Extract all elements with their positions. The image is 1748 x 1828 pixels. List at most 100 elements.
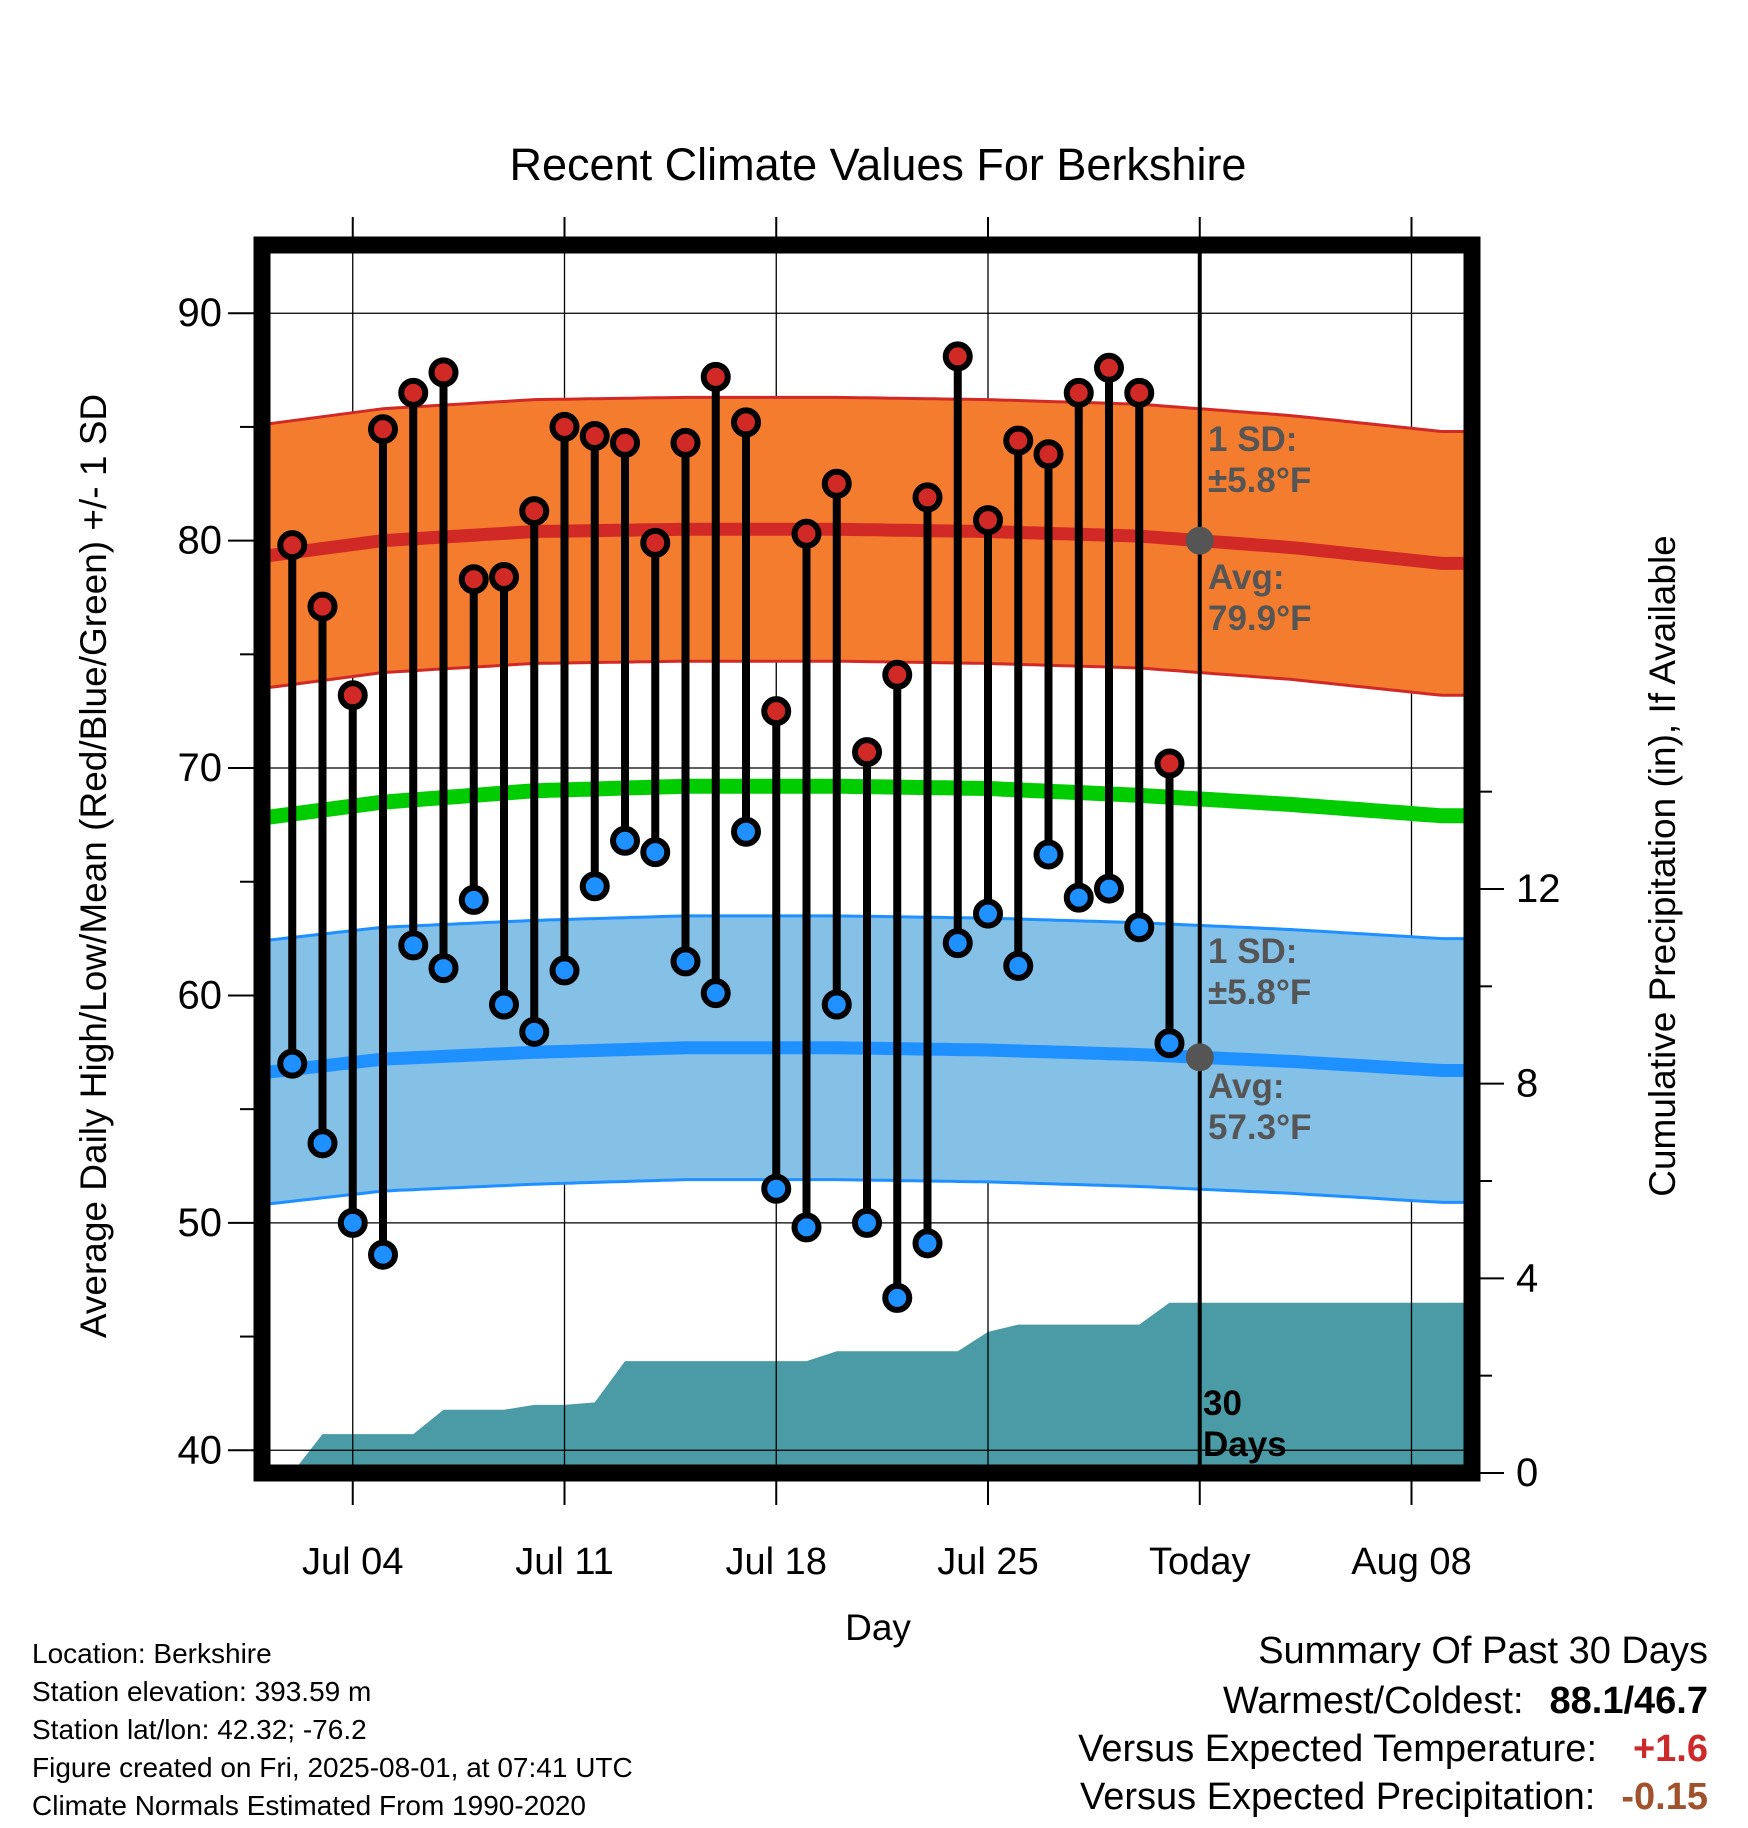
daily-low-point bbox=[640, 837, 671, 868]
today-low-avg-marker bbox=[1185, 1043, 1214, 1072]
summary-precip: Versus Expected Precipitation: -0.15 bbox=[1080, 1776, 1708, 1819]
summary-precip-label: Versus Expected Precipitation: bbox=[1079, 1776, 1596, 1818]
daily-low-point bbox=[398, 930, 429, 961]
daily-high-point bbox=[791, 518, 822, 549]
daily-high-point bbox=[640, 527, 671, 558]
daily-low-point bbox=[731, 816, 761, 847]
daily-high-point bbox=[307, 591, 338, 622]
daily-high-point bbox=[579, 421, 610, 452]
x-tick-label: Aug 08 bbox=[1351, 1541, 1471, 1583]
daily-high-point bbox=[942, 341, 973, 372]
daily-high-point bbox=[489, 562, 519, 593]
y-tick-label: 40 bbox=[178, 1428, 223, 1472]
y-tick-label: 60 bbox=[178, 973, 223, 1017]
daily-low-point bbox=[1003, 950, 1034, 981]
daily-low-point bbox=[882, 1282, 913, 1313]
daily-low-point bbox=[1094, 873, 1124, 904]
low-avg-annotation-line-0: Avg: bbox=[1208, 1067, 1284, 1106]
daily-low-point bbox=[1033, 839, 1064, 870]
daily-low-point bbox=[368, 1239, 398, 1270]
daily-low-point bbox=[428, 953, 459, 984]
x-tick-label: Jul 18 bbox=[726, 1541, 827, 1583]
summary-temp: Versus Expected Temperature: +1.6 bbox=[1078, 1728, 1708, 1771]
daily-high-point bbox=[973, 505, 1003, 536]
daily-high-point bbox=[398, 377, 429, 408]
high-sd-lower-line bbox=[262, 659, 1472, 697]
info-latlon: Station lat/lon: 42.32; -76.2 bbox=[32, 1714, 367, 1745]
y-axis-label: Average Daily High/Low/Mean (Red/Blue/Gr… bbox=[73, 394, 114, 1338]
daily-high-point bbox=[549, 411, 580, 442]
daily-low-point bbox=[277, 1048, 308, 1079]
plot-frame bbox=[253, 236, 1481, 1482]
y2-tick-label: 8 bbox=[1516, 1062, 1538, 1106]
x-tick-label: Jul 04 bbox=[302, 1541, 403, 1583]
info-normals: Climate Normals Estimated From 1990-2020 bbox=[32, 1790, 586, 1821]
high-avg-annotation-line-1: 79.9°F bbox=[1208, 599, 1312, 638]
daily-low-point bbox=[852, 1207, 882, 1238]
daily-low-point bbox=[700, 978, 731, 1009]
precip-area bbox=[292, 1302, 1472, 1473]
daily-low-point bbox=[337, 1207, 368, 1238]
daily-high-point bbox=[912, 482, 943, 513]
daily-high-point bbox=[458, 564, 489, 595]
y2-axis-label: Cumulative Precipitation (in), If Availa… bbox=[1642, 535, 1683, 1197]
high-sd-upper-line bbox=[262, 395, 1472, 433]
normal-high-line bbox=[262, 522, 1472, 570]
daily-low-point bbox=[761, 1173, 792, 1204]
y-tick-label: 50 bbox=[178, 1201, 223, 1245]
chart-title: Recent Climate Values For Berkshire bbox=[510, 139, 1247, 190]
daily-low-point bbox=[307, 1128, 338, 1159]
daily-high-point bbox=[428, 357, 459, 388]
summary-temp-value: +1.6 bbox=[1632, 1728, 1708, 1770]
y2-tick-label: 0 bbox=[1516, 1451, 1538, 1495]
daily-low-point bbox=[1154, 1028, 1185, 1059]
info-location: Location: Berkshire bbox=[32, 1638, 272, 1669]
high-sd-annotation-line-1: ±5.8°F bbox=[1208, 461, 1311, 500]
daily-high-point bbox=[337, 680, 368, 711]
daily-high-point bbox=[731, 407, 761, 438]
daily-low-point bbox=[489, 989, 519, 1020]
daily-low-point bbox=[519, 1016, 550, 1047]
summary-warm-cold-value: 88.1/46.7 bbox=[1549, 1680, 1708, 1722]
daily-high-point bbox=[368, 414, 398, 445]
window-annotation-line-1: Days bbox=[1203, 1425, 1287, 1464]
low-sd-annotation-line-1: ±5.8°F bbox=[1208, 973, 1311, 1012]
daily-high-point bbox=[761, 696, 792, 727]
x-tick-label: Jul 25 bbox=[937, 1541, 1038, 1583]
daily-high-point bbox=[1154, 748, 1185, 779]
daily-high-point bbox=[1003, 425, 1034, 456]
daily-high-point bbox=[1033, 439, 1064, 470]
y-tick-label: 70 bbox=[178, 746, 223, 790]
daily-high-point bbox=[1094, 352, 1124, 383]
x-axis-label: Day bbox=[845, 1607, 911, 1648]
daily-low-point bbox=[458, 884, 489, 915]
x-tick-label: Jul 11 bbox=[515, 1541, 614, 1583]
daily-high-point bbox=[821, 468, 852, 499]
y-tick-label: 90 bbox=[178, 291, 223, 335]
daily-high-point bbox=[519, 496, 550, 527]
daily-low-point bbox=[1124, 912, 1155, 943]
daily-high-point bbox=[882, 659, 913, 690]
y-tick-label: 80 bbox=[178, 519, 223, 563]
daily-high-point bbox=[700, 361, 731, 392]
daily-high-point bbox=[852, 737, 882, 768]
high-sd-annotation-line-0: 1 SD: bbox=[1208, 420, 1297, 459]
today-high-avg-marker bbox=[1185, 526, 1214, 555]
summary-warm-cold: Warmest/Coldest: 88.1/46.7 bbox=[1223, 1680, 1708, 1723]
daily-low-point bbox=[973, 898, 1003, 929]
window-annotation-line-0: 30 bbox=[1203, 1384, 1242, 1423]
daily-low-point bbox=[579, 871, 610, 902]
daily-low-point bbox=[942, 928, 973, 959]
daily-low-point bbox=[670, 946, 701, 977]
daily-low-point bbox=[912, 1228, 943, 1259]
daily-low-point bbox=[549, 955, 580, 986]
y2-tick-label: 4 bbox=[1516, 1256, 1538, 1300]
summary-title: Summary Of Past 30 Days bbox=[1258, 1630, 1708, 1672]
x-tick-label: Today bbox=[1149, 1541, 1250, 1583]
daily-low-point bbox=[791, 1212, 822, 1243]
summary-precip-value: -0.15 bbox=[1621, 1776, 1708, 1818]
info-elevation: Station elevation: 393.59 m bbox=[32, 1676, 372, 1707]
